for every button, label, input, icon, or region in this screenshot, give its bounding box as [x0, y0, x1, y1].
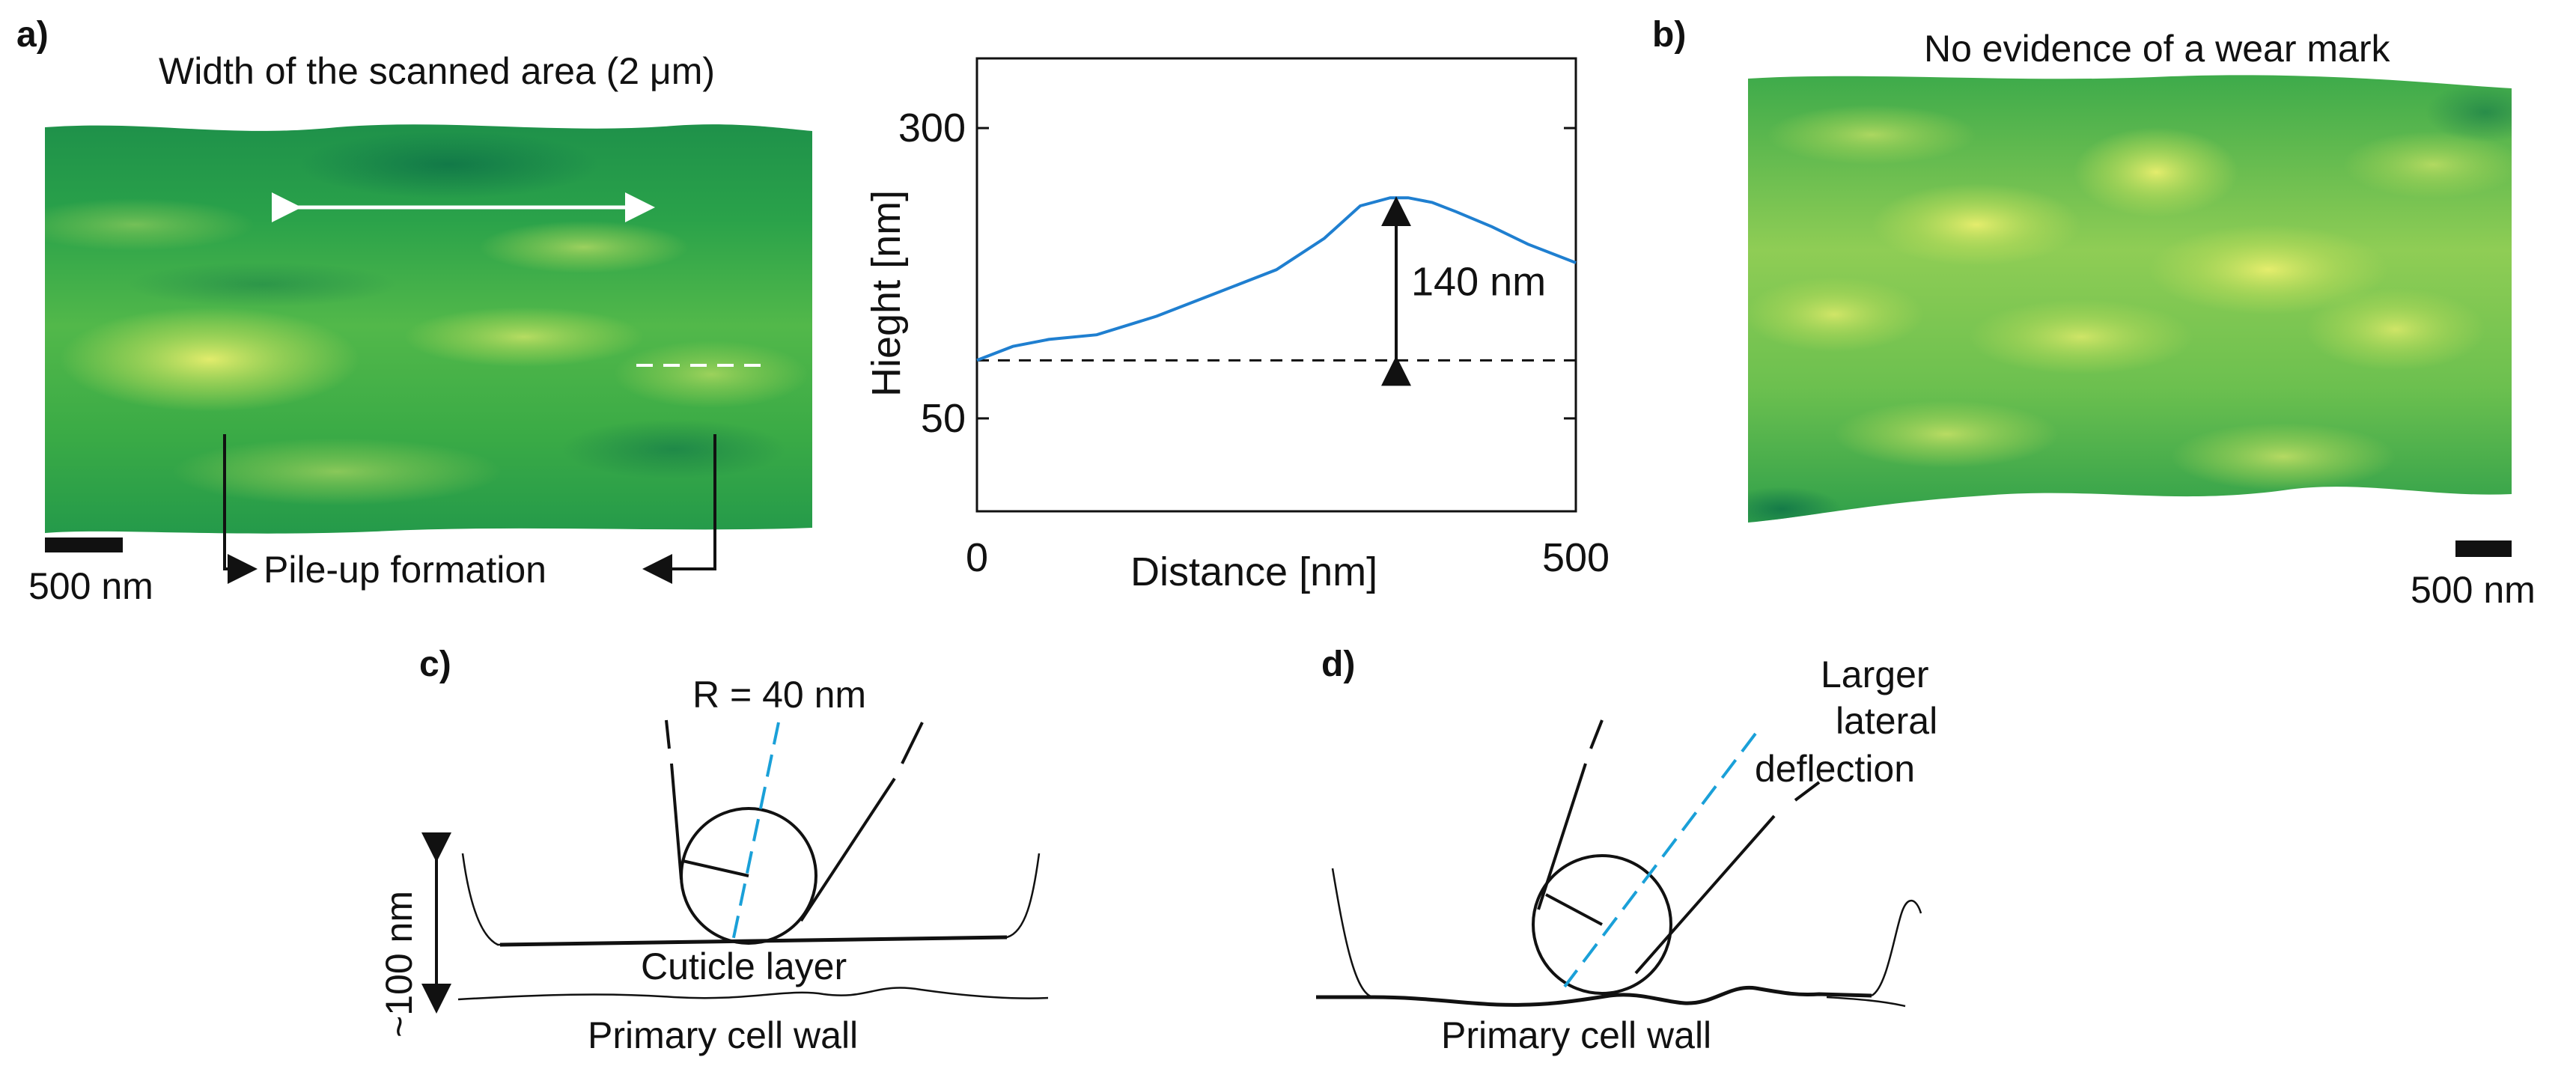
- tip-radius-line: [682, 859, 749, 877]
- chart-y-label: Hieght [nm]: [864, 190, 909, 397]
- probe-right-edge: [800, 777, 896, 922]
- panel-a-scalebar-label: 500 nm: [28, 565, 153, 607]
- chart-x-label: Distance [nm]: [1130, 549, 1377, 594]
- panel-d: d) Larger lateral deflection Primary cel…: [1316, 645, 1937, 1056]
- y-tick-label: 50: [921, 396, 966, 441]
- panel-a-title: Width of the scanned area (2 μm): [159, 50, 715, 92]
- probe-left-edge-dashed: [665, 719, 671, 749]
- probe-axis: [731, 722, 780, 945]
- probe-tip-circle: [1532, 854, 1672, 995]
- cuticle-layer-label: Cuticle layer: [641, 945, 847, 987]
- tip-radius-line: [1545, 893, 1603, 926]
- profile-left-wall: [1331, 868, 1374, 999]
- chart-y-ticks: 50 300: [898, 106, 1576, 441]
- cell-wall-surface: [1316, 985, 1872, 1007]
- height-annotation-label: 140 nm: [1411, 260, 1546, 305]
- profile-chart: 50 300 0 500 140 nm Distance [nm] Hieght […: [864, 57, 1610, 594]
- probe-left-edge-dashed: [1589, 719, 1604, 749]
- probe-right-edge: [1634, 814, 1776, 975]
- panel-a-afm-surface: [45, 124, 812, 534]
- thickness-label: ~100 nm: [378, 891, 420, 1038]
- probe-tip-circle: [680, 807, 817, 945]
- radius-label: R = 40 nm: [692, 674, 866, 716]
- pile-up-left-pointer: [223, 434, 258, 584]
- deflection-note-line-2: lateral: [1836, 700, 1937, 742]
- panel-b-scalebar: [2455, 540, 2512, 557]
- pile-up-right-pointer: [642, 434, 716, 584]
- panel-a: a) Width of the scanned area (2 μm) Pile…: [16, 15, 812, 607]
- y-tick-label: 300: [898, 106, 966, 150]
- panel-d-letter: d): [1321, 645, 1355, 684]
- chart-series-line: [976, 196, 1577, 362]
- cell-wall-line: [457, 987, 1049, 1001]
- x-tick-label: 500: [1542, 535, 1610, 580]
- panel-c-letter: c): [419, 645, 451, 684]
- deflection-note-line-1: Larger: [1821, 654, 1929, 695]
- panel-a-scalebar: [45, 537, 123, 552]
- panel-a-letter: a): [16, 15, 49, 55]
- cuticle-profile: [461, 853, 1041, 946]
- panel-c-cell-wall-label: Primary cell wall: [588, 1014, 858, 1056]
- x-tick-label: 0: [966, 535, 988, 580]
- panel-b-letter: b): [1652, 15, 1686, 55]
- profile-right-wall: [1871, 899, 1922, 997]
- probe-right-edge-dashed: [901, 722, 924, 764]
- panel-b-title: No evidence of a wear mark: [1924, 28, 2391, 70]
- panel-c: c) R = 40 nm ~100 nm Cuticle layer Prima…: [378, 645, 1049, 1056]
- probe-right-edge-dashed: [1788, 781, 1821, 806]
- panel-d-cell-wall-label: Primary cell wall: [1441, 1014, 1711, 1056]
- chart-frame: [975, 57, 1577, 513]
- pile-up-label: Pile-up formation: [264, 549, 546, 591]
- panel-b-scalebar-label: 500 nm: [2411, 569, 2536, 611]
- probe-left-edge: [670, 763, 683, 880]
- profile-lower-edge: [1826, 996, 1906, 1008]
- cuticle-surface: [499, 935, 1008, 947]
- chart-x-ticks: 0 500: [966, 535, 1610, 580]
- deflection-note-line-3: deflection: [1755, 748, 1915, 790]
- panel-b: b) No evidence of a wear mark 500 nm: [1652, 15, 2536, 611]
- probe-axis: [1563, 732, 1757, 988]
- panel-b-afm-surface: [1748, 75, 2512, 523]
